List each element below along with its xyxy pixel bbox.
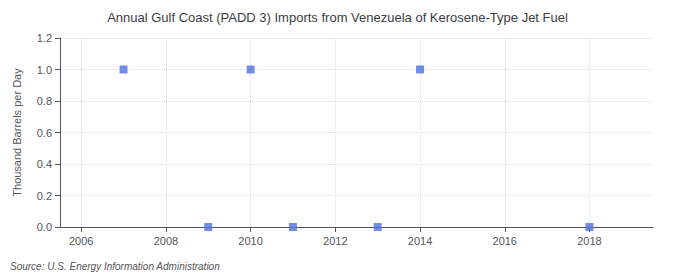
svg-text:2018: 2018 [577,235,601,247]
svg-text:Source: U.S. Energy Informatio: Source: U.S. Energy Information Administ… [10,261,220,272]
svg-text:2010: 2010 [238,235,262,247]
svg-text:0.6: 0.6 [37,127,52,139]
svg-text:1.0: 1.0 [37,64,52,76]
svg-text:2006: 2006 [69,235,93,247]
svg-text:0.8: 0.8 [37,95,52,107]
svg-text:0.0: 0.0 [37,221,52,233]
svg-text:2008: 2008 [154,235,178,247]
svg-text:0.4: 0.4 [37,158,52,170]
svg-text:2012: 2012 [323,235,347,247]
svg-text:2016: 2016 [493,235,517,247]
svg-text:2014: 2014 [408,235,432,247]
svg-text:Thousand Barrels per Day: Thousand Barrels per Day [11,68,23,197]
svg-text:Annual Gulf Coast (PADD 3) Imp: Annual Gulf Coast (PADD 3) Imports from … [107,10,568,25]
svg-text:1.2: 1.2 [37,32,52,44]
svg-text:0.2: 0.2 [37,190,52,202]
